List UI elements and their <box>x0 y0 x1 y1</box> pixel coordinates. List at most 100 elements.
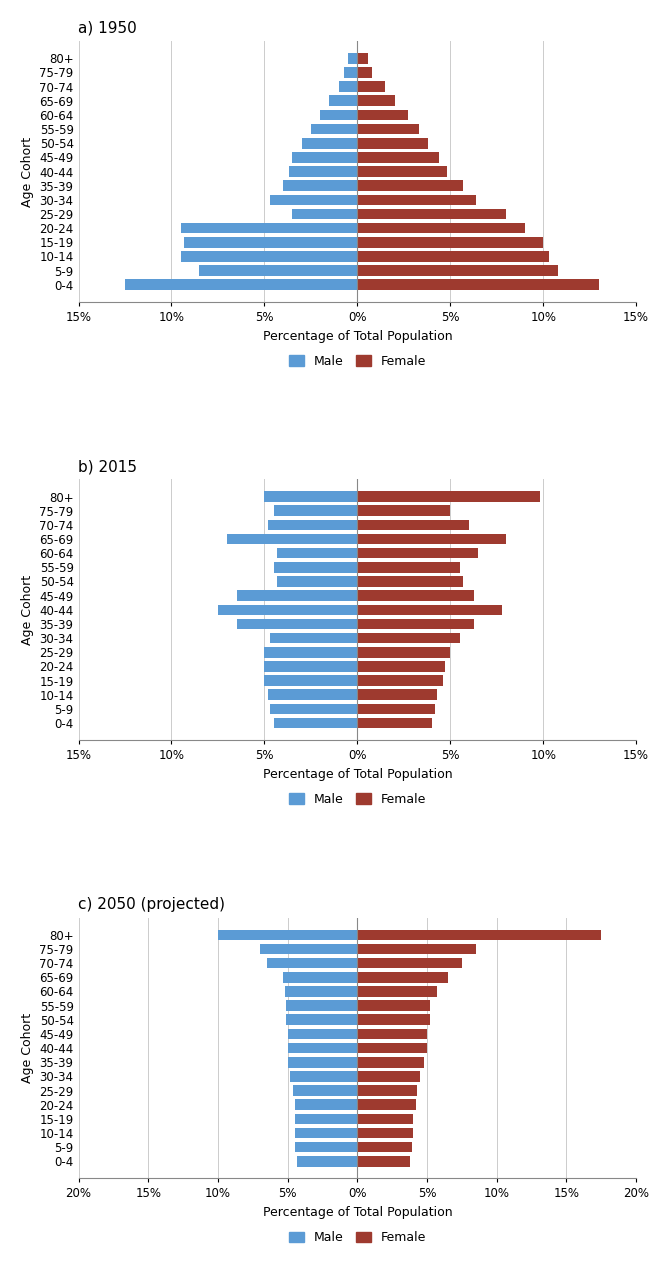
Bar <box>237 618 357 630</box>
Bar <box>357 646 450 658</box>
Bar <box>200 265 357 276</box>
Bar <box>344 67 357 78</box>
Bar <box>357 1128 413 1138</box>
Bar <box>357 166 447 177</box>
Bar <box>295 1128 357 1138</box>
Bar <box>265 646 357 658</box>
Bar <box>286 1000 357 1011</box>
Bar <box>357 110 407 120</box>
Bar <box>357 1100 416 1110</box>
Bar <box>181 223 357 233</box>
Bar <box>184 237 357 247</box>
Legend: Male, Female: Male, Female <box>282 1225 432 1251</box>
Bar <box>290 1071 357 1082</box>
Bar <box>268 690 357 700</box>
Bar <box>295 1142 357 1152</box>
Bar <box>357 986 437 997</box>
Bar <box>339 82 357 92</box>
Y-axis label: Age Cohort: Age Cohort <box>21 1012 34 1083</box>
Bar <box>357 943 476 955</box>
Bar <box>357 52 368 64</box>
Bar <box>273 562 357 572</box>
Bar <box>357 562 460 572</box>
Bar <box>292 209 357 219</box>
Bar <box>270 195 357 205</box>
Bar <box>357 251 549 262</box>
Text: b) 2015: b) 2015 <box>78 460 137 474</box>
Bar <box>357 506 450 516</box>
Bar <box>292 152 357 163</box>
Bar <box>348 52 357 64</box>
Bar <box>357 279 599 291</box>
Bar <box>357 929 601 940</box>
Bar <box>270 632 357 644</box>
Bar <box>260 943 357 955</box>
Bar <box>270 704 357 714</box>
Bar <box>265 662 357 672</box>
Bar <box>287 1057 357 1068</box>
Bar <box>357 180 463 191</box>
Bar <box>287 1043 357 1053</box>
Bar <box>273 506 357 516</box>
Bar <box>277 576 357 586</box>
Bar <box>295 1114 357 1124</box>
Bar <box>218 604 357 616</box>
Text: c) 2050 (projected): c) 2050 (projected) <box>78 897 226 913</box>
Bar <box>283 972 357 983</box>
X-axis label: Percentage of Total Population: Percentage of Total Population <box>263 329 452 343</box>
Bar <box>357 520 469 530</box>
Bar <box>357 548 478 558</box>
Bar <box>357 662 445 672</box>
Bar <box>125 279 357 291</box>
Bar <box>357 1000 430 1011</box>
Bar <box>218 929 357 940</box>
Bar <box>237 590 357 602</box>
Bar <box>357 237 543 247</box>
Bar <box>357 138 428 148</box>
Bar <box>267 957 357 969</box>
Bar <box>357 718 431 728</box>
Bar <box>268 520 357 530</box>
Bar <box>181 251 357 262</box>
Bar <box>357 152 439 163</box>
Bar <box>357 632 460 644</box>
Bar <box>295 1100 357 1110</box>
Bar <box>273 718 357 728</box>
Bar <box>357 972 448 983</box>
Bar <box>357 124 419 134</box>
Bar <box>227 534 357 544</box>
Bar <box>265 492 357 502</box>
Bar <box>285 986 357 997</box>
Bar <box>357 618 474 630</box>
Bar <box>330 96 357 106</box>
Bar <box>357 1142 411 1152</box>
Bar <box>297 1156 357 1166</box>
Bar <box>357 67 373 78</box>
Bar <box>277 548 357 558</box>
Bar <box>287 1029 357 1039</box>
Bar <box>357 590 474 602</box>
Bar <box>289 166 357 177</box>
Bar <box>357 957 462 969</box>
Bar <box>293 1085 357 1096</box>
Legend: Male, Female: Male, Female <box>282 787 432 813</box>
Bar <box>357 690 438 700</box>
Bar <box>357 209 506 219</box>
X-axis label: Percentage of Total Population: Percentage of Total Population <box>263 768 452 781</box>
Bar <box>265 676 357 686</box>
Bar <box>357 576 463 586</box>
X-axis label: Percentage of Total Population: Percentage of Total Population <box>263 1206 452 1219</box>
Bar <box>357 1029 427 1039</box>
Bar <box>357 265 558 276</box>
Bar <box>357 223 525 233</box>
Bar <box>302 138 357 148</box>
Bar <box>357 1156 410 1166</box>
Bar <box>357 1114 413 1124</box>
Bar <box>357 534 506 544</box>
Legend: Male, Female: Male, Female <box>282 348 432 374</box>
Y-axis label: Age Cohort: Age Cohort <box>21 137 34 206</box>
Bar <box>357 604 502 616</box>
Bar <box>286 1015 357 1025</box>
Bar <box>357 1071 420 1082</box>
Bar <box>357 96 395 106</box>
